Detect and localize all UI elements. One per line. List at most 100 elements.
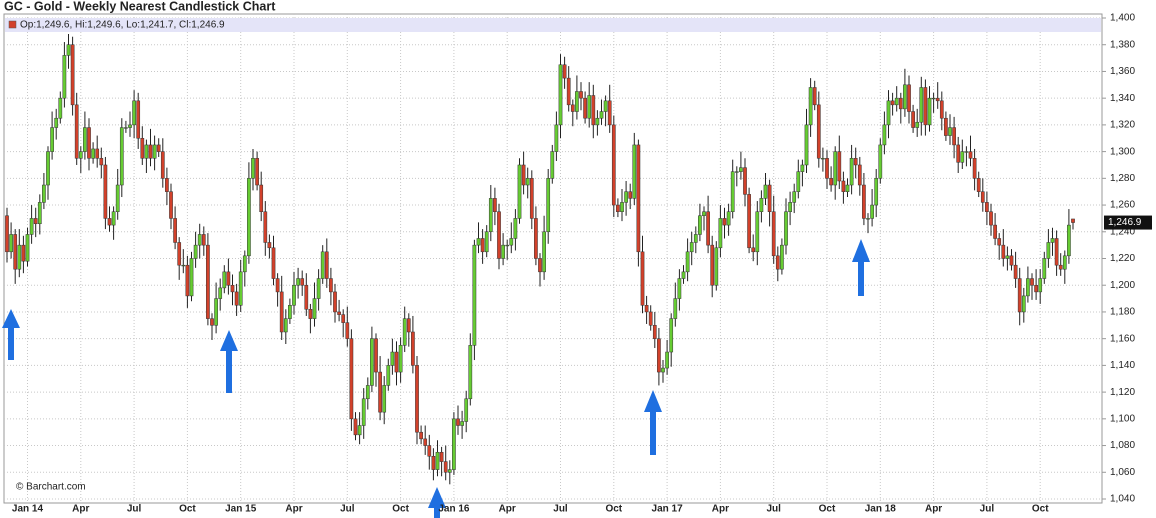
candle-body <box>665 351 669 369</box>
candle-body <box>148 144 153 159</box>
candle-body <box>165 178 169 192</box>
legend-band <box>5 18 1101 32</box>
x-tick-label: Apr <box>499 504 516 515</box>
candle-body <box>648 311 653 326</box>
candle-body <box>796 171 801 192</box>
candle-body <box>197 234 202 246</box>
candle-body <box>657 338 661 373</box>
x-tick-label: Jul <box>553 504 568 515</box>
candle-body <box>882 124 887 146</box>
candle-body <box>464 398 469 422</box>
candle-body <box>234 291 239 306</box>
candle-body <box>886 100 891 126</box>
candle-body <box>374 338 378 373</box>
candle-body <box>628 191 633 199</box>
arrow <box>220 330 238 393</box>
candle-body <box>292 284 296 306</box>
x-tick-label: Jan 16 <box>438 504 470 515</box>
x-tick-label: Apr <box>712 504 729 515</box>
candle-body <box>878 144 883 179</box>
x-tick-label: Oct <box>1032 504 1049 515</box>
candle-body <box>669 318 674 353</box>
candle-body <box>767 184 772 212</box>
candle-body <box>755 211 760 253</box>
candle-body <box>300 278 305 286</box>
candle-body <box>66 44 71 56</box>
candle-body <box>214 298 218 326</box>
x-tick-label: Jul <box>980 504 995 515</box>
candle-body <box>771 211 776 257</box>
y-tick-label: 1,160 <box>1110 333 1135 344</box>
candle-body <box>714 247 719 286</box>
candle-body <box>968 151 973 159</box>
candle-body <box>341 314 346 323</box>
candle-body <box>989 211 993 226</box>
candle-body <box>308 309 313 319</box>
candle-body <box>349 338 354 420</box>
candle-body <box>1062 255 1067 270</box>
candle-body <box>935 97 940 102</box>
candle-body <box>956 144 961 163</box>
candle-body <box>513 218 518 239</box>
candle-body <box>488 198 493 233</box>
x-tick-label: Oct <box>819 504 836 515</box>
candle-body <box>525 178 530 186</box>
candle-body <box>616 204 620 212</box>
candle-body <box>370 338 374 386</box>
candle-body <box>78 151 83 159</box>
candle-body <box>1067 224 1071 257</box>
candle-body <box>919 87 924 123</box>
candle-body <box>259 184 264 212</box>
candle-body <box>800 164 805 172</box>
candle-body <box>894 97 899 106</box>
candle-body <box>435 451 440 470</box>
arrow <box>852 239 870 296</box>
candle-body <box>201 234 206 246</box>
candle-body <box>357 425 362 436</box>
candle-body <box>763 184 768 199</box>
candle-body <box>181 264 186 267</box>
candle-body <box>353 418 358 436</box>
candle-body <box>829 178 833 186</box>
candle-body <box>83 127 87 152</box>
candle-body <box>529 178 534 219</box>
candle-body <box>1050 238 1055 243</box>
candle-body <box>722 218 727 226</box>
candle-body <box>107 218 112 226</box>
candle-body <box>398 345 403 373</box>
candle-body <box>862 184 866 219</box>
y-tick-label: 1,320 <box>1110 120 1135 131</box>
candle-body <box>5 215 9 253</box>
arrow <box>2 309 20 360</box>
arrow <box>644 390 662 455</box>
candle-body <box>907 84 911 112</box>
candle-body <box>788 202 792 212</box>
candle-body <box>189 258 194 297</box>
x-tick-label: Apr <box>72 504 89 515</box>
candle-body <box>222 271 227 289</box>
x-tick-label: Jan 17 <box>652 504 684 515</box>
candle-body <box>944 117 948 136</box>
candle-body <box>505 244 510 247</box>
x-tick-label: Oct <box>392 504 409 515</box>
candle-body <box>636 144 641 253</box>
candle-body <box>644 305 649 313</box>
candle-body <box>780 244 784 270</box>
candle-body <box>480 238 485 253</box>
candle-body <box>853 158 858 166</box>
candle-body <box>993 224 997 239</box>
candle-body <box>103 164 108 219</box>
candle-body <box>386 365 391 386</box>
y-tick-label: 1,060 <box>1110 467 1135 478</box>
candle-body <box>365 385 370 400</box>
candle-body <box>710 244 715 286</box>
candle-body <box>156 144 161 152</box>
ohlc-label: Op:1,249.6, Hi:1,249.6, Lo:1,241.7, Cl:1… <box>20 20 225 31</box>
y-tick-label: 1,280 <box>1110 173 1135 184</box>
legend-swatch <box>8 20 17 29</box>
y-tick-label: 1,400 <box>1110 13 1135 24</box>
y-tick-label: 1,120 <box>1110 387 1135 398</box>
candle-body <box>866 218 870 220</box>
candle-body <box>812 87 817 106</box>
candle-body <box>1054 238 1059 266</box>
